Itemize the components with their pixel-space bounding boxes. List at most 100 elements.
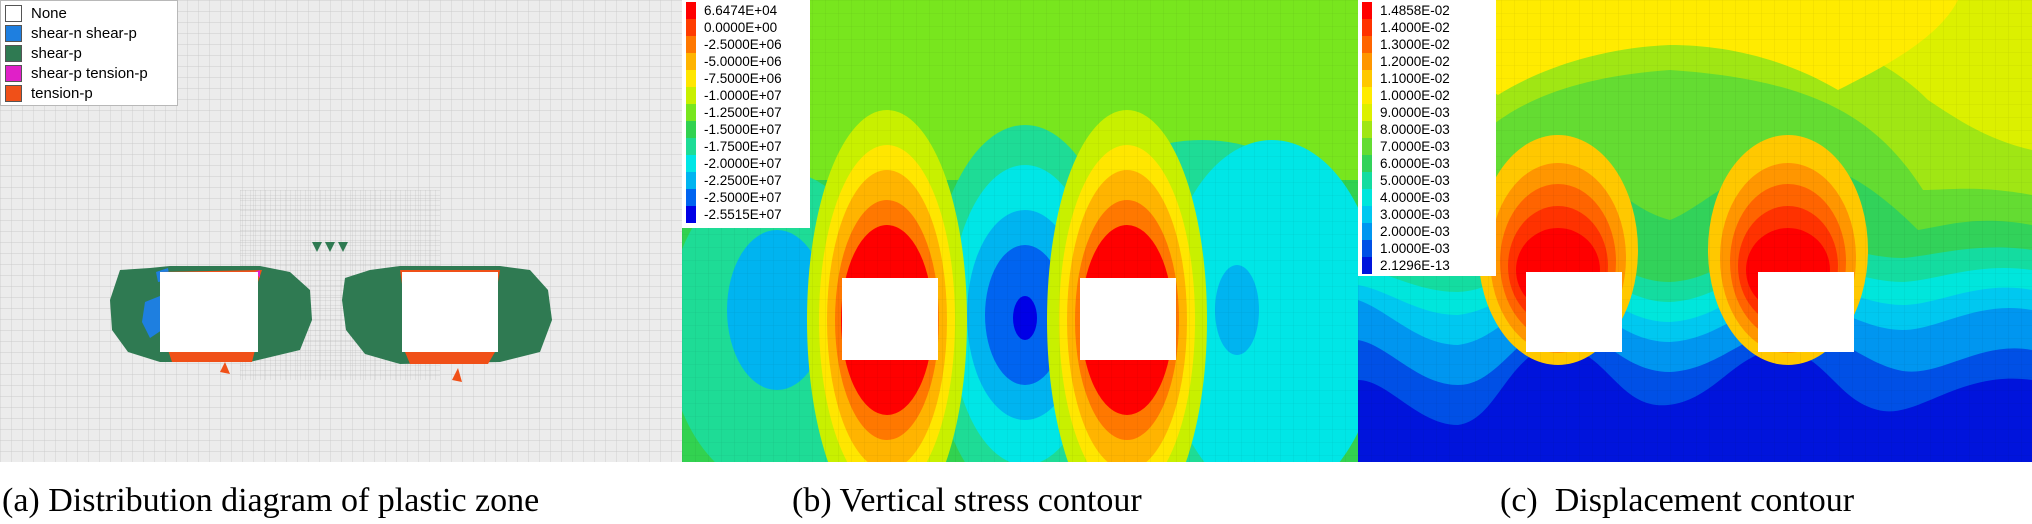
legend-row: 0.0000E+00 — [686, 19, 809, 36]
legend-label: -1.5000E+07 — [704, 122, 782, 137]
right-opening — [402, 272, 498, 352]
legend-row: 7.0000E-03 — [1362, 138, 1495, 155]
legend-row: 1.0000E-02 — [1362, 87, 1495, 104]
legend-swatch — [686, 172, 696, 189]
legend-row: 1.4000E-02 — [1362, 19, 1495, 36]
legend-row: 5.0000E-03 — [1362, 172, 1495, 189]
left-opening — [842, 278, 938, 360]
panel-vertical-stress: 6.6474E+04 0.0000E+00 -2.5000E+06 -5.000… — [682, 0, 1358, 462]
legend-row: 1.1000E-02 — [1362, 70, 1495, 87]
legend-swatch — [5, 4, 22, 22]
legend-swatch — [686, 206, 696, 223]
legend-swatch — [5, 84, 22, 102]
legend-row: -2.2500E+07 — [686, 172, 809, 189]
legend-swatch — [686, 53, 696, 70]
legend-row: 1.0000E-03 — [1362, 240, 1495, 257]
legend-swatch — [1362, 257, 1372, 274]
caption-vertical-stress: (b) Vertical stress contour — [792, 482, 1142, 519]
legend-row: shear-p tension-p — [5, 63, 177, 83]
left-opening — [1526, 272, 1622, 352]
legend-label: 1.1000E-02 — [1380, 71, 1450, 86]
legend-swatch — [1362, 70, 1372, 87]
legend-swatch — [686, 36, 696, 53]
legend-row: 2.1296E-13 — [1362, 257, 1495, 274]
legend-swatch — [1362, 155, 1372, 172]
legend-swatch — [686, 19, 696, 36]
legend-label: 1.3000E-02 — [1380, 37, 1450, 52]
legend-row: 3.0000E-03 — [1362, 206, 1495, 223]
right-opening — [1080, 278, 1176, 360]
legend-row: 9.0000E-03 — [1362, 104, 1495, 121]
legend-row: 6.0000E-03 — [1362, 155, 1495, 172]
legend-swatch — [5, 64, 22, 82]
legend-label: 2.0000E-03 — [1380, 224, 1450, 239]
legend-swatch — [1362, 121, 1372, 138]
legend-label: 1.4000E-02 — [1380, 20, 1450, 35]
legend-label: 2.1296E-13 — [1380, 258, 1450, 273]
legend-swatch — [686, 138, 696, 155]
legend-row: 4.0000E-03 — [1362, 189, 1495, 206]
legend-swatch — [686, 189, 696, 206]
legend-row: 8.0000E-03 — [1362, 121, 1495, 138]
legend-label: shear-n shear-p — [31, 24, 137, 42]
legend-row: -7.5000E+06 — [686, 70, 809, 87]
right-opening — [1758, 272, 1854, 352]
legend-label: -7.5000E+06 — [704, 71, 782, 86]
legend-swatch — [1362, 104, 1372, 121]
legend-row: -1.2500E+07 — [686, 104, 809, 121]
legend-swatch — [1362, 206, 1372, 223]
legend-row: -2.5515E+07 — [686, 206, 809, 223]
legend-label: -5.0000E+06 — [704, 54, 782, 69]
caption-plastic-zone: (a) Distribution diagram of plastic zone — [2, 482, 540, 519]
legend-label: tension-p — [31, 84, 93, 102]
legend-row: 1.2000E-02 — [1362, 53, 1495, 70]
legend-label: -2.5515E+07 — [704, 207, 782, 222]
legend-swatch — [5, 24, 22, 42]
legend-row: tension-p — [5, 83, 177, 103]
legend-label: 6.0000E-03 — [1380, 156, 1450, 171]
legend-label: -2.2500E+07 — [704, 173, 782, 188]
legend-row: -2.5000E+07 — [686, 189, 809, 206]
plastic-zone-legend: None shear-n shear-p shear-p shear-p ten… — [0, 0, 178, 106]
legend-row: None — [5, 3, 177, 23]
legend-label: -2.5000E+07 — [704, 190, 782, 205]
legend-row: 2.0000E-03 — [1362, 223, 1495, 240]
legend-swatch — [1362, 53, 1372, 70]
legend-label: -1.2500E+07 — [704, 105, 782, 120]
legend-row: shear-p — [5, 43, 177, 63]
legend-row: -1.5000E+07 — [686, 121, 809, 138]
vertical-stress-legend: 6.6474E+04 0.0000E+00 -2.5000E+06 -5.000… — [682, 0, 809, 227]
legend-label: 6.6474E+04 — [704, 3, 778, 18]
panel-displacement: 1.4858E-02 1.4000E-02 1.3000E-02 1.2000E… — [1358, 0, 2032, 462]
legend-label: 1.0000E-02 — [1380, 88, 1450, 103]
legend-row: -1.7500E+07 — [686, 138, 809, 155]
legend-label: 3.0000E-03 — [1380, 207, 1450, 222]
caption-displacement: (c) Displacement contour — [1500, 482, 1855, 519]
legend-row: -2.5000E+06 — [686, 36, 809, 53]
legend-swatch — [5, 44, 22, 62]
legend-swatch — [686, 104, 696, 121]
legend-label: -1.7500E+07 — [704, 139, 782, 154]
shear-n-zone — [142, 296, 162, 338]
legend-label: 4.0000E-03 — [1380, 190, 1450, 205]
legend-swatch — [1362, 19, 1372, 36]
legend-label: -2.5000E+06 — [704, 37, 782, 52]
panel-plastic-zone: None shear-n shear-p shear-p shear-p ten… — [0, 0, 682, 462]
legend-label: 1.2000E-02 — [1380, 54, 1450, 69]
legend-label: shear-p tension-p — [31, 64, 148, 82]
legend-swatch — [686, 87, 696, 104]
legend-label: None — [31, 4, 67, 22]
legend-label: shear-p — [31, 44, 82, 62]
legend-label: 0.0000E+00 — [704, 20, 778, 35]
legend-label: 5.0000E-03 — [1380, 173, 1450, 188]
legend-swatch — [686, 121, 696, 138]
legend-swatch — [1362, 87, 1372, 104]
legend-label: -1.0000E+07 — [704, 88, 782, 103]
legend-swatch — [1362, 189, 1372, 206]
legend-swatch — [686, 70, 696, 87]
legend-row: -5.0000E+06 — [686, 53, 809, 70]
legend-swatch — [1362, 36, 1372, 53]
left-opening — [160, 272, 258, 352]
legend-swatch — [1362, 223, 1372, 240]
legend-swatch — [686, 155, 696, 172]
